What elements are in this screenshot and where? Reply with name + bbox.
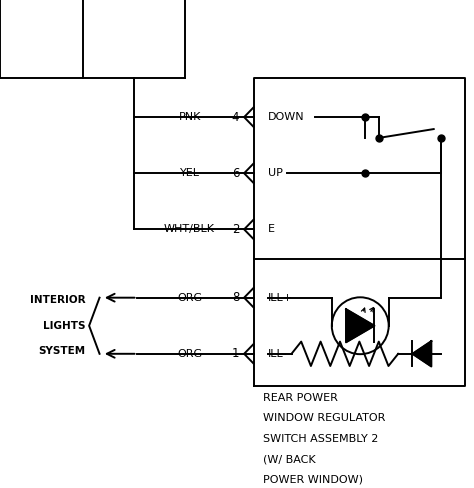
Text: INTERIOR: INTERIOR: [30, 295, 85, 305]
Text: WINDOW REGULATOR: WINDOW REGULATOR: [263, 413, 385, 423]
Text: SYSTEM: SYSTEM: [38, 346, 85, 356]
Text: 2: 2: [232, 223, 239, 236]
Text: PNK: PNK: [178, 112, 201, 122]
Polygon shape: [412, 341, 431, 366]
Text: LIGHTS: LIGHTS: [43, 321, 85, 331]
Text: E: E: [268, 224, 275, 234]
Text: 4: 4: [232, 111, 239, 123]
Text: 6: 6: [232, 167, 239, 180]
Text: POWER WINDOW): POWER WINDOW): [263, 475, 363, 485]
Text: UP: UP: [268, 168, 283, 178]
Text: SWITCH ASSEMBLY 2: SWITCH ASSEMBLY 2: [263, 434, 378, 444]
Text: 8: 8: [232, 291, 239, 304]
Text: REAR POWER: REAR POWER: [263, 393, 338, 403]
Text: ORG: ORG: [177, 293, 202, 303]
Text: (W/ BACK: (W/ BACK: [263, 454, 316, 464]
Text: DOWN: DOWN: [268, 112, 304, 122]
Text: ILL+: ILL+: [268, 293, 293, 303]
Polygon shape: [346, 309, 374, 343]
Text: ORG: ORG: [177, 349, 202, 359]
Text: WHT/BLK: WHT/BLK: [164, 224, 215, 234]
Text: 1: 1: [232, 347, 239, 360]
Text: YEL: YEL: [180, 168, 200, 178]
Text: ILL-: ILL-: [268, 349, 287, 359]
